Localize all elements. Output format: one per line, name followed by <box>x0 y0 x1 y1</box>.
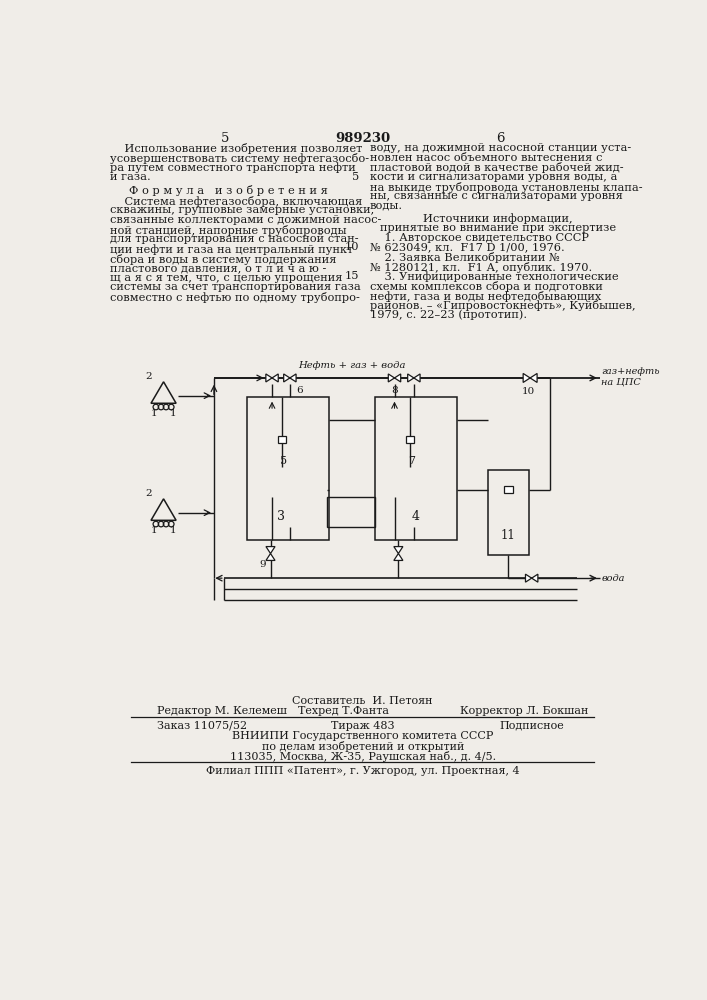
Polygon shape <box>272 374 279 382</box>
Text: Филиал ППП «Патент», г. Ужгород, ул. Проектная, 4: Филиал ППП «Патент», г. Ужгород, ул. Про… <box>206 766 520 776</box>
Bar <box>504 486 513 493</box>
Polygon shape <box>530 373 537 382</box>
Bar <box>247 397 329 540</box>
Text: 4: 4 <box>411 510 419 523</box>
Text: 3. Унифицированные технологические: 3. Унифицированные технологические <box>370 271 619 282</box>
Text: Корректор Л. Бокшан: Корректор Л. Бокшан <box>460 706 589 716</box>
Polygon shape <box>414 374 420 382</box>
Text: ВНИИПИ Государственного комитета СССР: ВНИИПИ Государственного комитета СССР <box>232 731 493 741</box>
Text: 7: 7 <box>408 456 415 466</box>
Polygon shape <box>394 547 403 554</box>
Text: 5: 5 <box>221 132 230 145</box>
Text: ной станцией, напорные трубопроводы: ной станцией, напорные трубопроводы <box>110 225 346 236</box>
Text: ны, связанные с сигнализаторами уровня: ны, связанные с сигнализаторами уровня <box>370 191 623 201</box>
Text: 6: 6 <box>296 386 303 395</box>
Text: 5: 5 <box>351 172 359 182</box>
Polygon shape <box>266 554 275 560</box>
Text: 15: 15 <box>344 271 359 281</box>
Polygon shape <box>266 547 275 554</box>
Text: 2: 2 <box>145 372 151 381</box>
Bar <box>406 436 414 443</box>
Text: 9: 9 <box>259 560 267 569</box>
Text: Использование изобретения позволяет: Использование изобретения позволяет <box>110 143 363 154</box>
Text: принятые во внимание при экспертизе: принятые во внимание при экспертизе <box>380 223 616 233</box>
Bar <box>327 497 375 527</box>
Bar <box>278 436 286 443</box>
Text: совместно с нефтью по одному трубопро-: совместно с нефтью по одному трубопро- <box>110 292 360 303</box>
Text: 1: 1 <box>170 409 176 418</box>
Text: щ а я с я тем, что, с целью упрощения: щ а я с я тем, что, с целью упрощения <box>110 273 343 283</box>
Text: 2. Заявка Великобритании №: 2. Заявка Великобритании № <box>370 252 559 263</box>
Text: 8: 8 <box>392 386 398 395</box>
Text: ции нефти и газа на центральный пункт: ции нефти и газа на центральный пункт <box>110 244 354 255</box>
Text: воду, на дожимной насосной станции уста-: воду, на дожимной насосной станции уста- <box>370 143 631 153</box>
Polygon shape <box>290 374 296 382</box>
Text: Подписное: Подписное <box>499 721 564 731</box>
Text: газ+нефть: газ+нефть <box>602 367 660 376</box>
Text: 5: 5 <box>280 456 287 466</box>
Text: Система нефтегазосбора, включающая: Система нефтегазосбора, включающая <box>110 196 363 207</box>
Polygon shape <box>523 373 530 382</box>
Text: 1: 1 <box>151 526 158 535</box>
Text: 2: 2 <box>145 489 151 498</box>
Text: 11: 11 <box>501 529 516 542</box>
Polygon shape <box>525 574 532 582</box>
Text: кости и сигнализаторами уровня воды, а: кости и сигнализаторами уровня воды, а <box>370 172 617 182</box>
Text: на выкиде трубопровода установлены клапа-: на выкиде трубопровода установлены клапа… <box>370 182 643 193</box>
Text: усовершенствовать систему нефтегазосбо-: усовершенствовать систему нефтегазосбо- <box>110 153 369 164</box>
Text: пластовой водой в качестве рабочей жид-: пластовой водой в качестве рабочей жид- <box>370 162 624 173</box>
Text: вода: вода <box>602 574 625 583</box>
Polygon shape <box>266 374 272 382</box>
Text: Техред Т.Фанта: Техред Т.Фанта <box>298 706 389 716</box>
Text: Нефть + газ + вода: Нефть + газ + вода <box>298 361 406 370</box>
Text: Составитель  И. Петоян: Составитель И. Петоян <box>293 696 433 706</box>
Text: Тираж 483: Тираж 483 <box>331 721 395 731</box>
Text: по делам изобретений и открытий: по делам изобретений и открытий <box>262 741 464 752</box>
Text: системы за счет транспортирования газа: системы за счет транспортирования газа <box>110 282 361 292</box>
Text: связанные коллекторами с дожимной насос-: связанные коллекторами с дожимной насос- <box>110 215 382 225</box>
Text: районов. – «Гипровостокнефть», Куйбышев,: районов. – «Гипровостокнефть», Куйбышев, <box>370 300 636 311</box>
Text: и газа.: и газа. <box>110 172 151 182</box>
Text: скважины, групповые замерные установки,: скважины, групповые замерные установки, <box>110 205 374 215</box>
Text: 1. Авторское свидетельство СССР: 1. Авторское свидетельство СССР <box>370 233 588 243</box>
Text: 1: 1 <box>170 526 176 535</box>
Text: воды.: воды. <box>370 201 403 211</box>
Text: для транспортирования с насосной стан-: для транспортирования с насосной стан- <box>110 234 358 244</box>
Text: схемы комплексов сбора и подготовки: схемы комплексов сбора и подготовки <box>370 281 602 292</box>
Polygon shape <box>388 374 395 382</box>
Text: 989230: 989230 <box>335 132 390 145</box>
Text: 10: 10 <box>522 387 535 396</box>
Text: Редактор М. Келемеш: Редактор М. Келемеш <box>156 706 286 716</box>
Text: 1: 1 <box>151 409 158 418</box>
Text: 6: 6 <box>496 132 504 145</box>
Text: 113035, Москва, Ж-35, Раушская наб., д. 4/5.: 113035, Москва, Ж-35, Раушская наб., д. … <box>230 751 496 762</box>
Text: Источники информации,: Источники информации, <box>423 214 573 224</box>
Polygon shape <box>532 574 538 582</box>
Text: Заказ 11075/52: Заказ 11075/52 <box>156 721 247 731</box>
Text: новлен насос объемного вытеснения с: новлен насос объемного вытеснения с <box>370 153 602 163</box>
Polygon shape <box>408 374 414 382</box>
Text: нефти, газа и воды нефтедобывающих: нефти, газа и воды нефтедобывающих <box>370 291 601 302</box>
Text: сбора и воды в систему поддержания: сбора и воды в систему поддержания <box>110 254 337 265</box>
Text: 10: 10 <box>344 242 359 252</box>
Polygon shape <box>284 374 290 382</box>
Text: № 1280121, кл.  F1 А, опублик. 1970.: № 1280121, кл. F1 А, опублик. 1970. <box>370 262 592 273</box>
Text: на ЦПС: на ЦПС <box>602 377 641 386</box>
Bar <box>489 470 529 555</box>
Text: Ф о р м у л а   и з о б р е т е н и я: Ф о р м у л а и з о б р е т е н и я <box>129 185 328 196</box>
Polygon shape <box>395 374 401 382</box>
Polygon shape <box>394 554 403 560</box>
Bar <box>375 397 457 540</box>
Text: пластового давления, о т л и ч а ю -: пластового давления, о т л и ч а ю - <box>110 263 327 273</box>
Text: № 623049, кл.  F17 D 1/00, 1976.: № 623049, кл. F17 D 1/00, 1976. <box>370 242 564 252</box>
Text: 3: 3 <box>277 510 286 523</box>
Text: ра путем совместного транспорта нефти: ра путем совместного транспорта нефти <box>110 162 356 173</box>
Text: 1979, с. 22–23 (прототип).: 1979, с. 22–23 (прототип). <box>370 310 527 320</box>
